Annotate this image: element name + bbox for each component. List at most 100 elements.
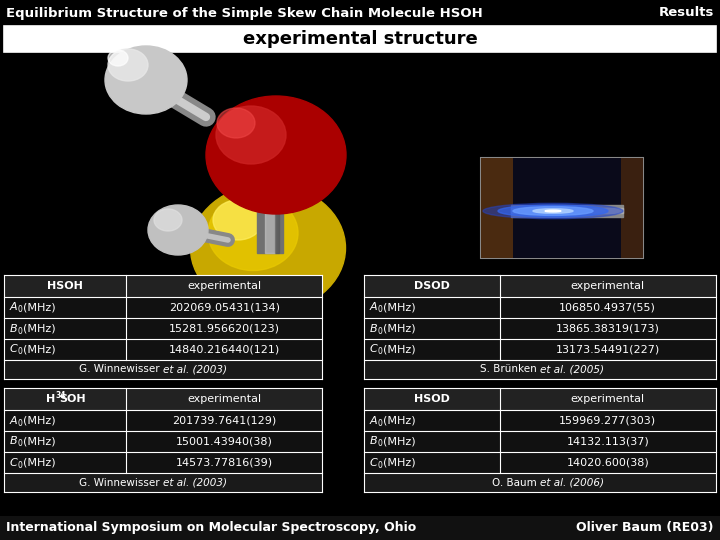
Text: B: B bbox=[10, 436, 17, 447]
Text: (MHz): (MHz) bbox=[23, 436, 55, 447]
Text: C: C bbox=[370, 457, 378, 468]
Text: HSOD: HSOD bbox=[414, 394, 450, 404]
Text: A: A bbox=[10, 415, 17, 426]
Text: (MHz): (MHz) bbox=[23, 457, 55, 468]
Text: (MHz): (MHz) bbox=[23, 323, 55, 334]
Bar bbox=[481, 158, 513, 258]
Ellipse shape bbox=[148, 205, 208, 255]
Ellipse shape bbox=[483, 203, 623, 219]
Ellipse shape bbox=[206, 96, 346, 214]
Text: 15001.43940(38): 15001.43940(38) bbox=[176, 436, 273, 447]
Text: (MHz): (MHz) bbox=[383, 323, 415, 334]
Text: 202069.05431(134): 202069.05431(134) bbox=[168, 302, 279, 313]
Text: (MHz): (MHz) bbox=[383, 457, 415, 468]
Text: 0: 0 bbox=[17, 418, 22, 428]
Ellipse shape bbox=[208, 195, 298, 271]
Text: O. Baum: O. Baum bbox=[492, 477, 540, 488]
Text: et al. (2005): et al. (2005) bbox=[540, 364, 604, 375]
Text: 14020.600(38): 14020.600(38) bbox=[567, 457, 649, 468]
Text: experimental: experimental bbox=[187, 394, 261, 404]
Ellipse shape bbox=[213, 200, 263, 240]
Text: (MHz): (MHz) bbox=[383, 415, 415, 426]
Text: 159969.277(303): 159969.277(303) bbox=[559, 415, 657, 426]
Text: 0: 0 bbox=[377, 418, 382, 428]
Text: experimental: experimental bbox=[571, 394, 645, 404]
Text: 0: 0 bbox=[377, 306, 382, 314]
Bar bbox=[4, 275, 322, 297]
Ellipse shape bbox=[217, 108, 255, 138]
Bar bbox=[621, 158, 643, 258]
Bar bbox=[275, 148, 279, 253]
Bar bbox=[257, 148, 283, 253]
Text: A: A bbox=[370, 302, 377, 313]
Text: (MHz): (MHz) bbox=[383, 302, 415, 313]
Ellipse shape bbox=[545, 210, 561, 212]
Bar bbox=[4, 388, 322, 492]
Text: A: A bbox=[370, 415, 377, 426]
Ellipse shape bbox=[108, 50, 128, 66]
Text: 13173.54491(227): 13173.54491(227) bbox=[556, 345, 660, 354]
Text: 201739.7641(129): 201739.7641(129) bbox=[172, 415, 276, 426]
Text: 0: 0 bbox=[17, 461, 22, 469]
Text: (MHz): (MHz) bbox=[23, 345, 55, 354]
Bar bbox=[364, 473, 716, 492]
Text: et al. (2003): et al. (2003) bbox=[163, 477, 227, 488]
Text: B: B bbox=[370, 436, 377, 447]
Text: G. Winnewisser: G. Winnewisser bbox=[79, 364, 163, 375]
Text: H: H bbox=[46, 394, 55, 404]
Bar bbox=[4, 275, 322, 379]
Bar bbox=[511, 205, 623, 217]
Text: B: B bbox=[370, 323, 377, 334]
Text: 0: 0 bbox=[377, 461, 382, 469]
Bar bbox=[481, 158, 643, 258]
Text: C: C bbox=[370, 345, 378, 354]
Bar bbox=[265, 148, 275, 253]
Text: HSOH: HSOH bbox=[48, 281, 83, 291]
Ellipse shape bbox=[108, 49, 148, 81]
Text: 0: 0 bbox=[17, 348, 22, 356]
Text: 0: 0 bbox=[377, 440, 382, 449]
Ellipse shape bbox=[154, 209, 182, 231]
Text: et al. (2006): et al. (2006) bbox=[540, 477, 604, 488]
Bar bbox=[4, 388, 322, 410]
Bar bbox=[0, 516, 720, 540]
Text: DSOD: DSOD bbox=[414, 281, 450, 291]
Ellipse shape bbox=[513, 207, 593, 215]
Text: SOH: SOH bbox=[59, 394, 86, 404]
Text: 15281.956620(123): 15281.956620(123) bbox=[168, 323, 279, 334]
Text: Oliver Baum (RE03): Oliver Baum (RE03) bbox=[577, 522, 714, 535]
Ellipse shape bbox=[533, 209, 573, 213]
Bar bbox=[511, 208, 623, 213]
Text: (MHz): (MHz) bbox=[23, 302, 55, 313]
Bar bbox=[364, 275, 716, 297]
Text: 0: 0 bbox=[377, 327, 382, 335]
Text: 0: 0 bbox=[17, 306, 22, 314]
Text: 0: 0 bbox=[377, 348, 382, 356]
Bar bbox=[4, 26, 716, 52]
Bar bbox=[4, 54, 716, 272]
Bar bbox=[4, 473, 322, 492]
Text: 14840.216440(121): 14840.216440(121) bbox=[168, 345, 280, 354]
Text: et al. (2003): et al. (2003) bbox=[163, 364, 227, 375]
Ellipse shape bbox=[498, 205, 608, 217]
Text: experimental structure: experimental structure bbox=[243, 30, 477, 48]
Text: C: C bbox=[10, 345, 18, 354]
Bar bbox=[4, 360, 322, 379]
Text: experimental: experimental bbox=[187, 281, 261, 291]
Bar bbox=[364, 275, 716, 379]
Text: G. Winnewisser: G. Winnewisser bbox=[79, 477, 163, 488]
Text: C: C bbox=[10, 457, 18, 468]
Text: 106850.4937(55): 106850.4937(55) bbox=[559, 302, 656, 313]
Text: 14573.77816(39): 14573.77816(39) bbox=[176, 457, 273, 468]
Ellipse shape bbox=[216, 106, 286, 164]
Text: (MHz): (MHz) bbox=[383, 345, 415, 354]
Text: 0: 0 bbox=[17, 327, 22, 335]
Bar bbox=[364, 388, 716, 492]
Text: S. Brünken: S. Brünken bbox=[480, 364, 540, 375]
Bar bbox=[513, 158, 621, 258]
Text: Results: Results bbox=[659, 6, 714, 19]
Text: 0: 0 bbox=[17, 440, 22, 449]
Bar bbox=[364, 360, 716, 379]
Text: Equilibrium Structure of the Simple Skew Chain Molecule HSOH: Equilibrium Structure of the Simple Skew… bbox=[6, 6, 482, 19]
Ellipse shape bbox=[105, 46, 187, 114]
